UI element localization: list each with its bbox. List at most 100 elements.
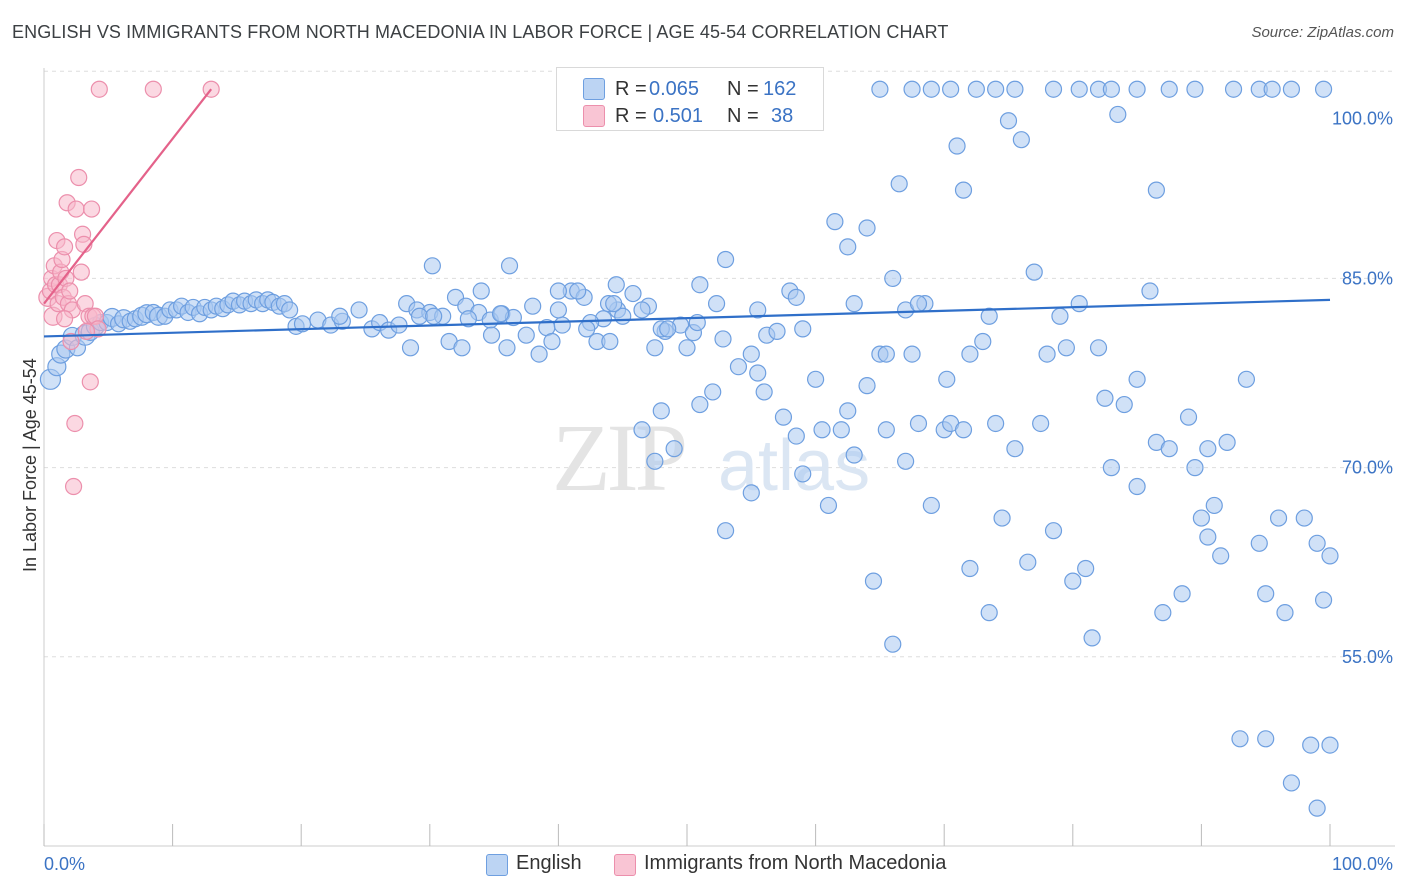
english-point bbox=[652, 402, 670, 420]
y-tick-label: 100.0% bbox=[1332, 109, 1393, 129]
english-point bbox=[646, 452, 664, 470]
english-point bbox=[1186, 80, 1204, 98]
english-point bbox=[401, 339, 420, 357]
english-point bbox=[768, 322, 786, 340]
source-label: Source: ZipAtlas.com bbox=[1251, 24, 1394, 41]
english-point bbox=[819, 496, 838, 515]
english-point bbox=[1083, 629, 1101, 647]
english-point bbox=[1057, 339, 1075, 357]
r-value: 0.501 bbox=[653, 105, 704, 127]
r-label: R = bbox=[615, 78, 647, 100]
english-swatch bbox=[486, 854, 508, 876]
y-tick-label: 55.0% bbox=[1342, 647, 1393, 667]
y-tick-label: 85.0% bbox=[1342, 268, 1393, 288]
english-point bbox=[826, 213, 844, 231]
english-point bbox=[806, 370, 825, 388]
english-point bbox=[1269, 509, 1288, 527]
macedonia-point bbox=[144, 80, 162, 98]
macedonia-point bbox=[77, 322, 96, 340]
english-point bbox=[1308, 534, 1326, 552]
english-point bbox=[500, 257, 519, 275]
english-point bbox=[987, 414, 1005, 433]
english-point bbox=[633, 421, 651, 439]
r-value: 0.065 bbox=[649, 78, 700, 100]
english-point bbox=[1218, 433, 1236, 451]
watermark: ZIP atlas bbox=[552, 404, 870, 511]
english-point bbox=[954, 181, 973, 199]
legend-label-macedonia: Immigrants from North Macedonia bbox=[644, 852, 947, 874]
english-point bbox=[774, 408, 793, 426]
english-point bbox=[1012, 131, 1030, 149]
english-point bbox=[549, 301, 568, 319]
english-point bbox=[569, 282, 587, 300]
legend-label-english: English bbox=[516, 852, 582, 874]
macedonia-swatch bbox=[614, 854, 636, 876]
english-point bbox=[845, 446, 863, 464]
english-point bbox=[1199, 528, 1217, 546]
macedonia-point bbox=[61, 282, 79, 300]
r-label: R = bbox=[615, 105, 647, 127]
english-point bbox=[1102, 459, 1120, 477]
macedonia-point bbox=[81, 373, 99, 391]
english-point bbox=[884, 635, 902, 653]
english-point bbox=[1321, 547, 1339, 565]
n-value: 38 bbox=[771, 105, 794, 127]
english-point bbox=[980, 307, 998, 325]
english-point bbox=[787, 288, 805, 306]
english-point bbox=[1276, 604, 1294, 622]
english-point bbox=[1237, 370, 1256, 388]
english-point bbox=[909, 295, 928, 313]
english-point bbox=[1224, 80, 1243, 98]
english-point bbox=[1064, 572, 1082, 590]
english-point bbox=[999, 112, 1018, 130]
english-point bbox=[794, 465, 812, 483]
english-point bbox=[453, 339, 471, 357]
english-point bbox=[1102, 80, 1120, 98]
english-point bbox=[1006, 80, 1024, 98]
n-value: 162 bbox=[763, 78, 797, 100]
english-point bbox=[909, 414, 928, 433]
english-point bbox=[1032, 414, 1050, 433]
english-point bbox=[858, 219, 876, 237]
english-point bbox=[794, 320, 812, 338]
english-point bbox=[858, 377, 876, 395]
chart-title: ENGLISH VS IMMIGRANTS FROM NORTH MACEDON… bbox=[12, 22, 949, 42]
english-point bbox=[967, 80, 985, 98]
english-point bbox=[530, 345, 548, 363]
english-point bbox=[1179, 408, 1198, 426]
english-point bbox=[1070, 80, 1088, 98]
english-point bbox=[1044, 80, 1063, 98]
n-label: N = bbox=[727, 105, 759, 127]
series-legend: English Immigrants from North Macedonia bbox=[0, 852, 1406, 878]
macedonia-point bbox=[62, 332, 80, 351]
macedonia-point bbox=[82, 200, 101, 218]
english-point bbox=[938, 370, 956, 388]
x-tick-label: 100.0% bbox=[1332, 854, 1393, 874]
english-point bbox=[1321, 736, 1339, 754]
macedonia-swatch bbox=[583, 105, 605, 127]
english-point bbox=[839, 402, 857, 420]
english-point bbox=[742, 484, 760, 502]
english-point bbox=[1077, 559, 1095, 578]
macedonia-point bbox=[67, 200, 85, 218]
english-point bbox=[832, 421, 850, 439]
english-point bbox=[839, 238, 857, 256]
english-point bbox=[1109, 105, 1127, 124]
english-points bbox=[39, 80, 1339, 817]
english-point bbox=[729, 358, 748, 376]
english-point bbox=[1089, 339, 1108, 357]
english-point bbox=[704, 383, 722, 401]
y-axis-label: In Labor Force | Age 45-54 bbox=[20, 358, 40, 572]
english-point bbox=[491, 305, 510, 323]
macedonia-point bbox=[90, 80, 108, 98]
english-point bbox=[707, 295, 726, 313]
english-point bbox=[605, 295, 623, 313]
english-point bbox=[1186, 459, 1204, 477]
english-point bbox=[1263, 80, 1281, 98]
n-label: N = bbox=[727, 78, 759, 100]
english-point bbox=[665, 440, 683, 458]
english-point bbox=[678, 339, 696, 357]
english-point bbox=[1173, 585, 1191, 603]
macedonia-point bbox=[70, 168, 88, 187]
